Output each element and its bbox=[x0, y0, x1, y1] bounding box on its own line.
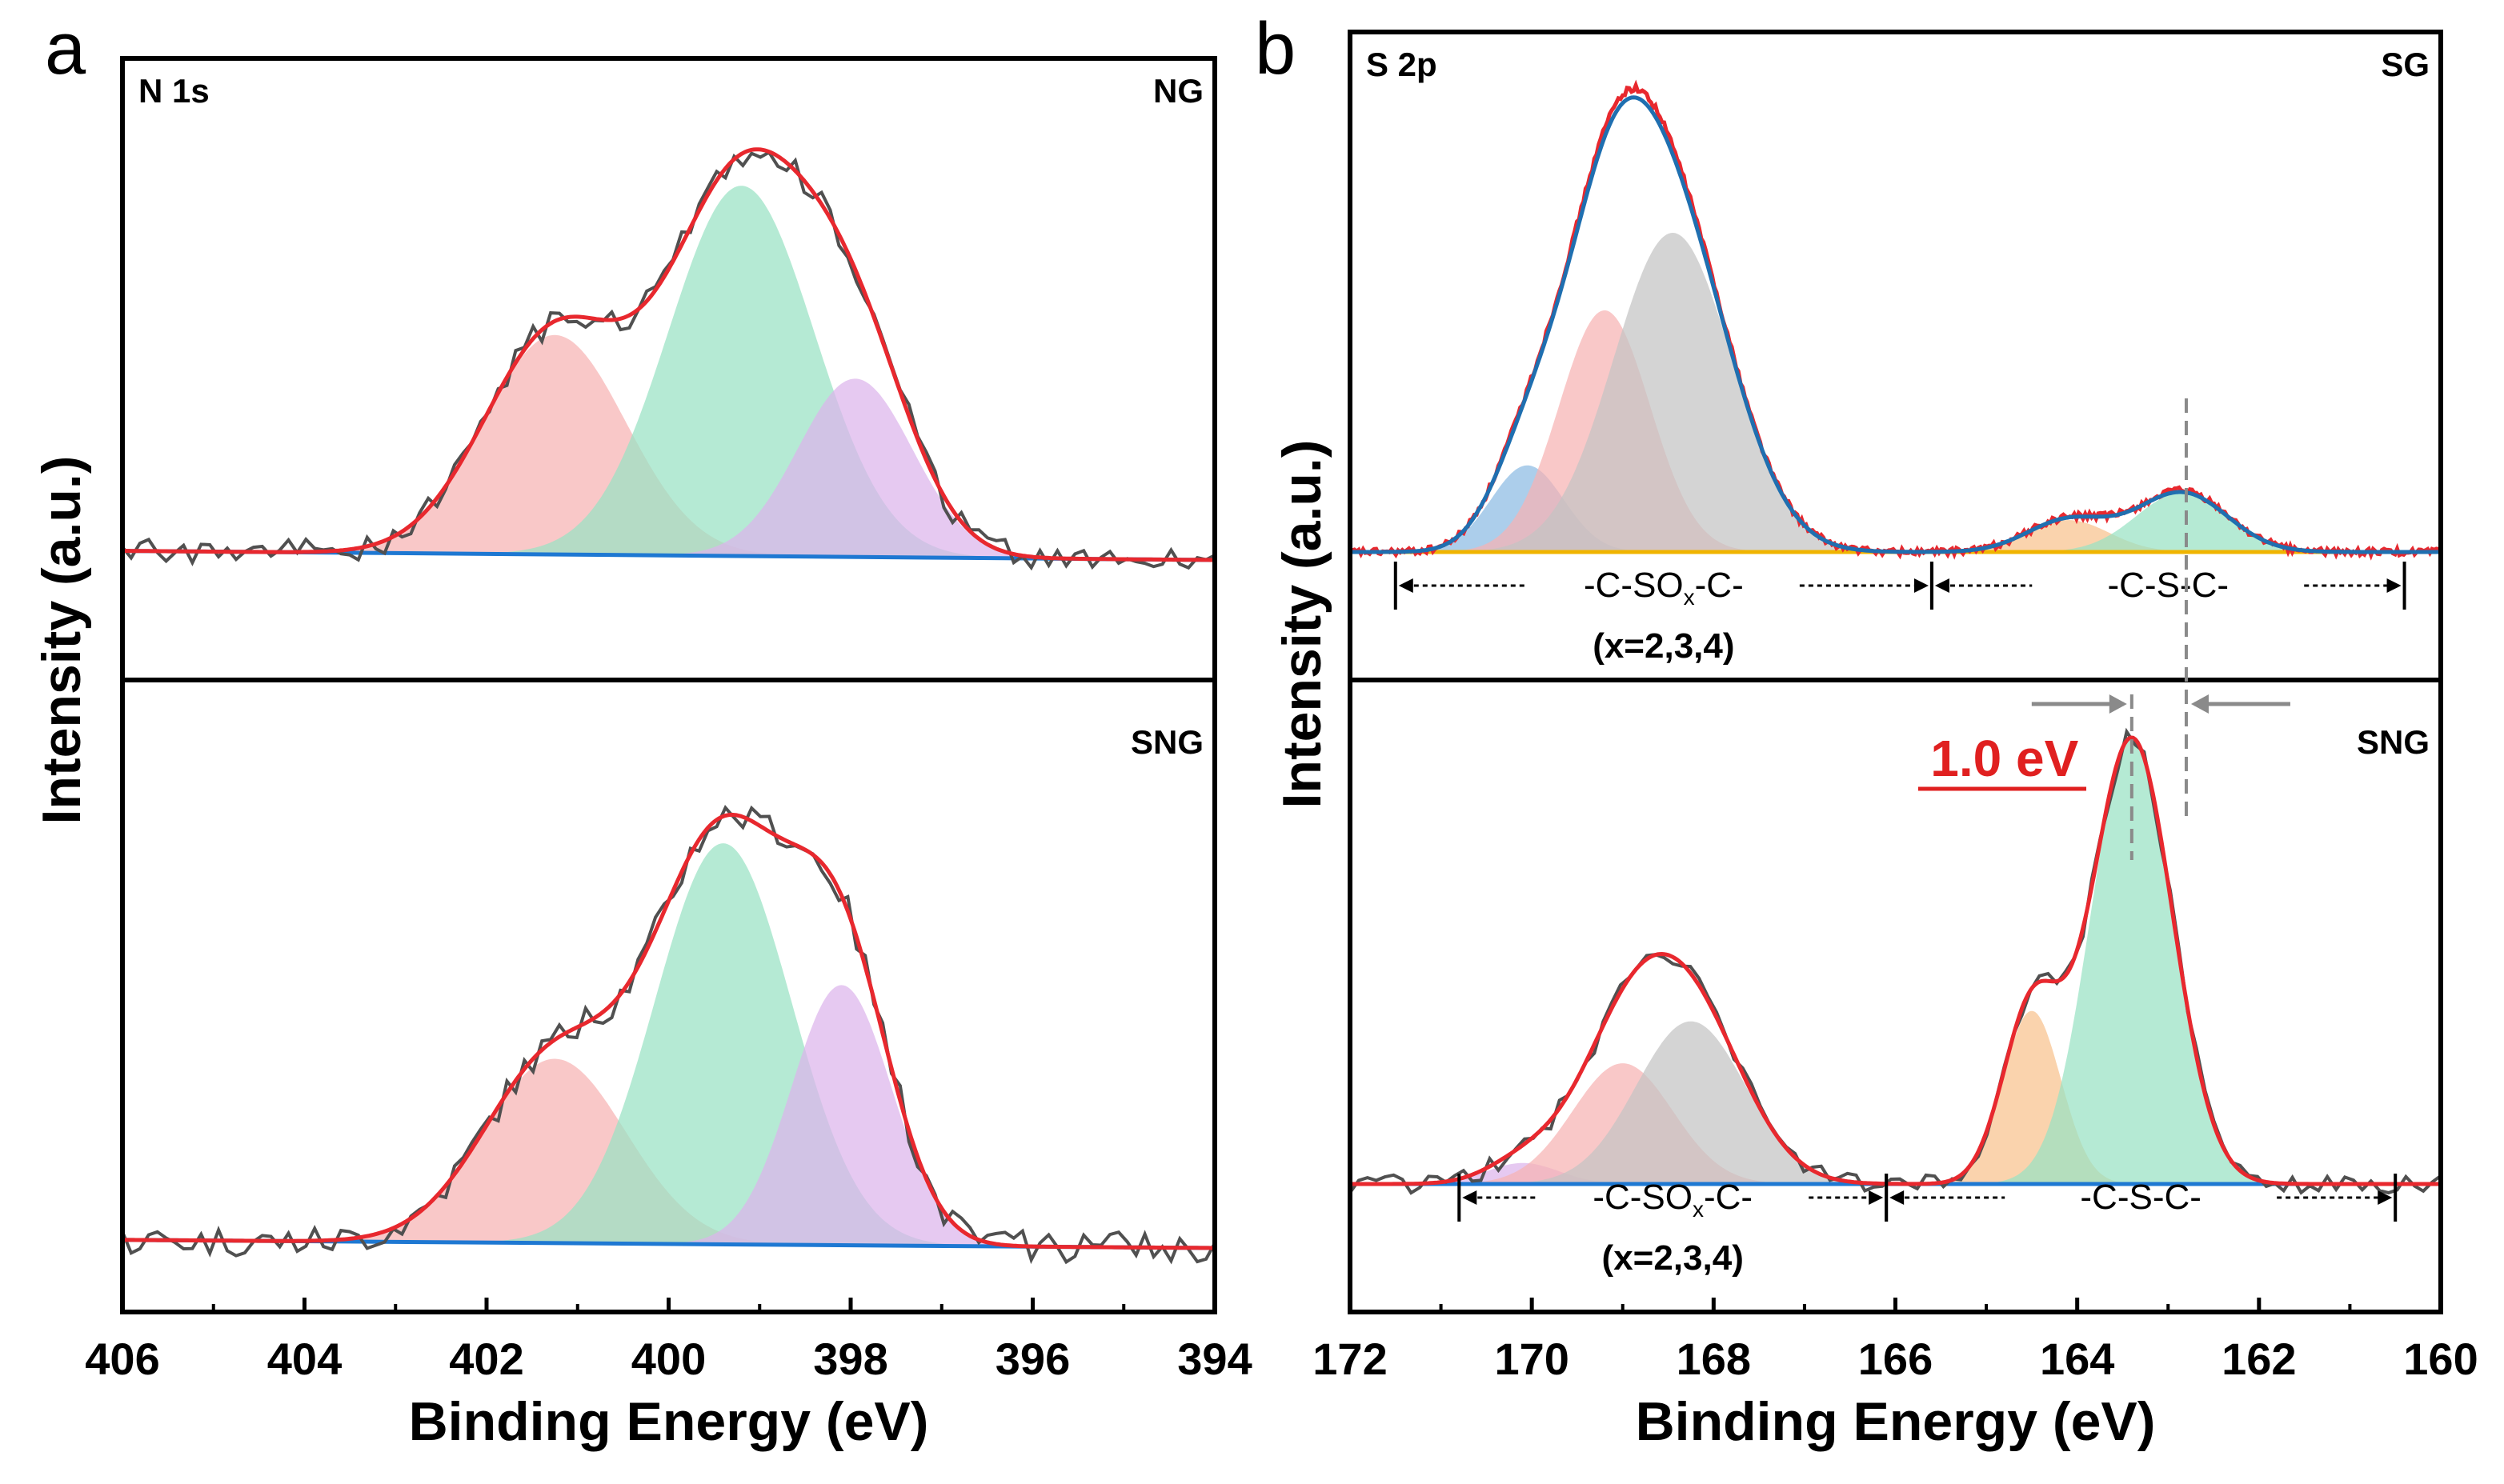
x-tick-label: 172 bbox=[1312, 1334, 1387, 1384]
panel-letter-a: a bbox=[45, 8, 86, 90]
peak-component-gray-b1 bbox=[1350, 1021, 2441, 1184]
peak-component-purple-a0 bbox=[122, 378, 1215, 560]
x-tick-label: 398 bbox=[813, 1334, 887, 1384]
arrowhead-right bbox=[2378, 1190, 2393, 1205]
group-label: -C-SOx-C- bbox=[1584, 566, 1744, 610]
arrowhead-left bbox=[1889, 1190, 1905, 1205]
x-tick-label: 166 bbox=[1858, 1334, 1933, 1384]
panel-letter-b: b bbox=[1255, 8, 1296, 90]
peak-component-gray-b0 bbox=[1350, 233, 2441, 552]
y-axis-label: Intensity (a.u.) bbox=[1272, 440, 1332, 809]
x-tick-label: 160 bbox=[2403, 1334, 2478, 1384]
x-tick-label: 168 bbox=[1677, 1334, 1751, 1384]
x-tick-label: 396 bbox=[996, 1334, 1070, 1384]
shift-arrowhead-left bbox=[2109, 694, 2127, 714]
x-tick-label: 170 bbox=[1494, 1334, 1569, 1384]
arrowhead-right bbox=[2386, 578, 2402, 593]
sample-label-SNG: SNG bbox=[2357, 723, 2430, 761]
corner-label: S 2p bbox=[1366, 46, 1437, 83]
envelope-line-a1 bbox=[122, 812, 1215, 1250]
peak-component-green-a0 bbox=[122, 186, 1215, 560]
x-axis-label: Binding Energy (eV) bbox=[409, 1391, 929, 1452]
x-tick-label: 404 bbox=[267, 1334, 342, 1384]
arrowhead-right bbox=[1869, 1190, 1884, 1205]
sample-label-NG: NG bbox=[1153, 72, 1204, 110]
raw-data-line-b1 bbox=[1348, 727, 2442, 1195]
shift-label: 1.0 eV bbox=[1930, 730, 2078, 787]
peak-component-orange-b1 bbox=[1350, 1010, 2441, 1184]
corner-label: N 1s bbox=[138, 72, 210, 110]
x-tick-label: 164 bbox=[2040, 1334, 2114, 1384]
group-label: -C-SOx-C- bbox=[1593, 1178, 1753, 1222]
sample-label-SNG: SNG bbox=[1131, 723, 1204, 761]
envelope-line-a0 bbox=[122, 147, 1215, 562]
x-tick-label: 406 bbox=[85, 1334, 159, 1384]
y-axis-label: Intensity (a.u.) bbox=[31, 456, 92, 825]
x-tick-label: 402 bbox=[449, 1334, 523, 1384]
peak-component-green-a1 bbox=[122, 843, 1215, 1248]
group-note: (x=2,3,4) bbox=[1602, 1238, 1744, 1278]
group-label: -C-S-C- bbox=[2080, 1178, 2202, 1217]
peak-component-green-b0 bbox=[1350, 492, 2441, 552]
sample-label-SG: SG bbox=[2381, 46, 2430, 83]
x-tick-label: 162 bbox=[2222, 1334, 2296, 1384]
group-label: -C-S-C- bbox=[2107, 566, 2229, 605]
plot-frame-b0 bbox=[1348, 30, 2443, 682]
shift-arrowhead-right bbox=[2190, 694, 2209, 714]
arrowhead-left bbox=[1462, 1190, 1477, 1205]
group-note: (x=2,3,4) bbox=[1593, 626, 1734, 666]
x-axis-label: Binding Energy (eV) bbox=[1636, 1391, 2156, 1452]
envelope-line-b1 bbox=[1350, 735, 2441, 1186]
arrowhead-left bbox=[1934, 578, 1949, 593]
x-tick-label: 400 bbox=[631, 1334, 706, 1384]
x-tick-label: 394 bbox=[1177, 1334, 1252, 1384]
fit-line-sg-blue bbox=[1350, 95, 2441, 554]
plot-frame-b1 bbox=[1348, 678, 2443, 1314]
peak-component-green-b1 bbox=[1350, 738, 2441, 1184]
arrowhead-right bbox=[1913, 578, 1929, 593]
arrowhead-left bbox=[1398, 578, 1413, 593]
